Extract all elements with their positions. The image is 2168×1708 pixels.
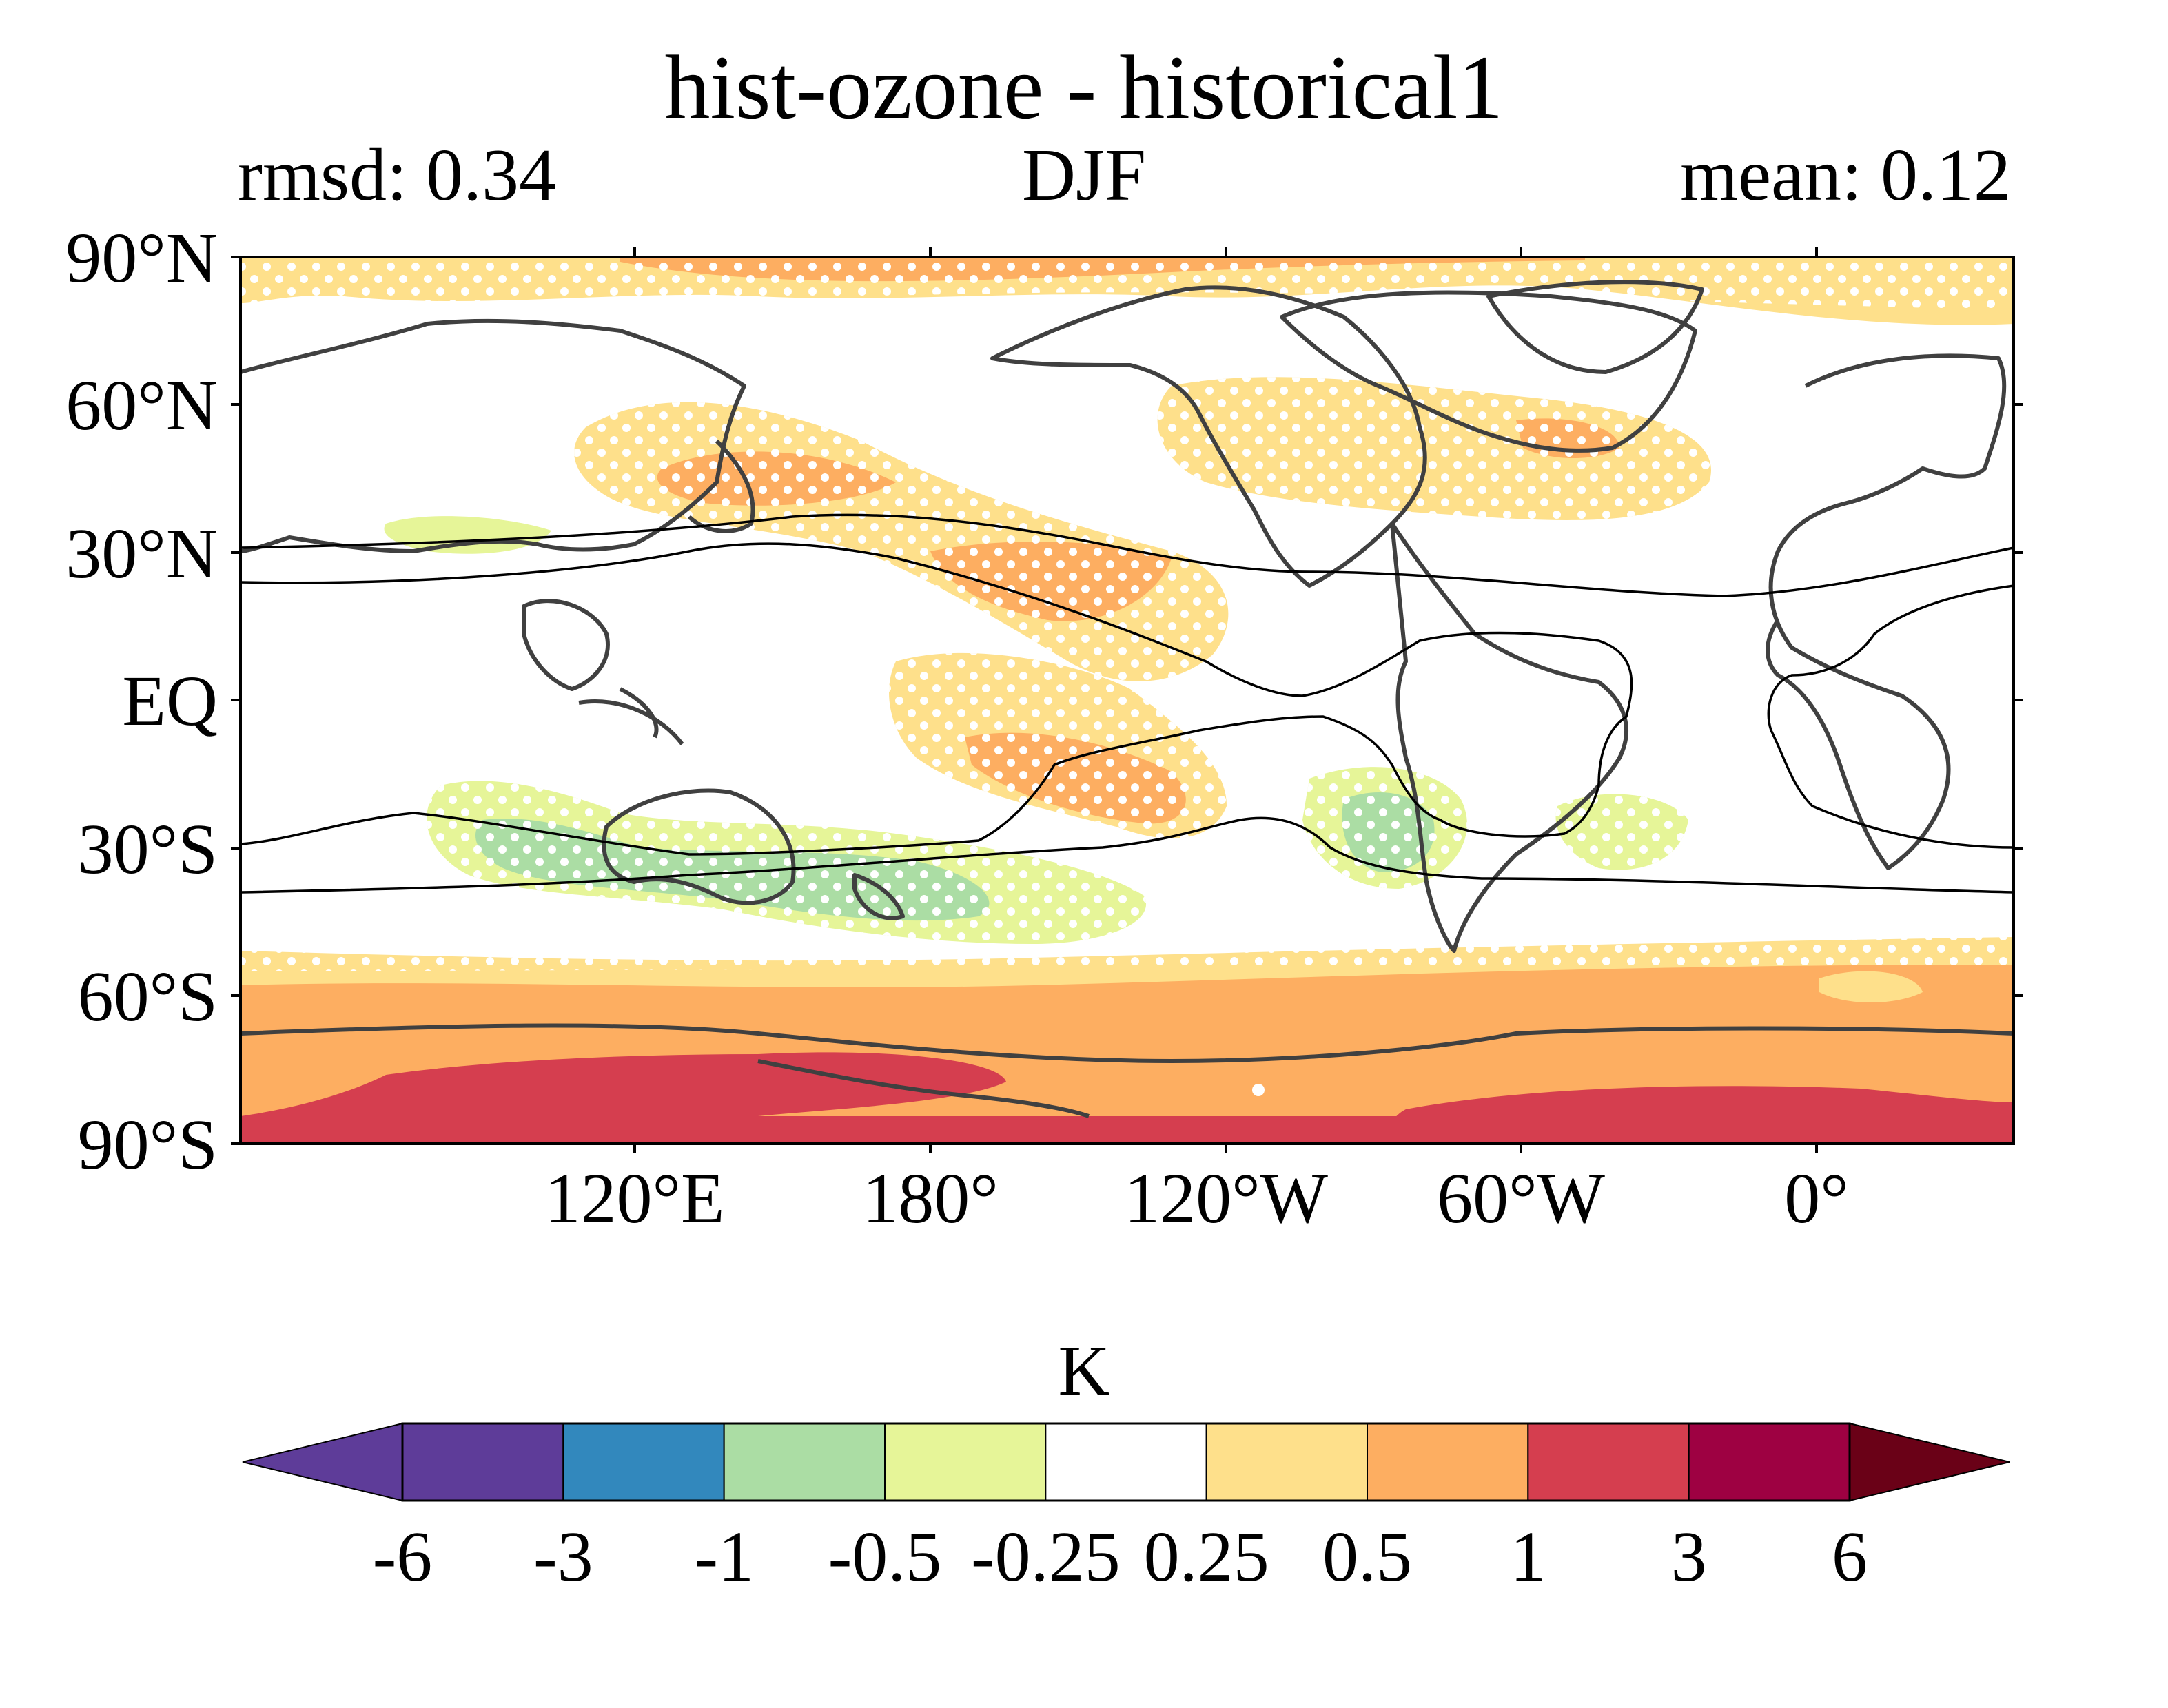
- colorbar: [242, 1422, 2010, 1502]
- colorbar-bin: [884, 1423, 1047, 1501]
- lat-label-eq: EQ: [122, 661, 218, 741]
- climatology-contours: [241, 513, 2014, 894]
- colorbar-bin: [1045, 1423, 1207, 1501]
- colorbar-tick-label: -0.5: [828, 1517, 942, 1596]
- colorbar-tick-label: -6: [372, 1517, 433, 1596]
- lon-label-120w: 120°W: [1124, 1159, 1328, 1238]
- lat-label-90n: 90°N: [65, 218, 218, 298]
- colorbar-extend-high: [1849, 1422, 2010, 1502]
- colorbar-bin: [562, 1423, 725, 1501]
- axis-ticks: [231, 247, 2023, 1153]
- map-field: [241, 257, 2014, 1144]
- colorbar-bin: [1688, 1423, 1851, 1501]
- colorbar-bin: [402, 1423, 564, 1501]
- lat-label-30s: 30°S: [77, 810, 218, 889]
- colorbar-tick-label: 1: [1510, 1517, 1546, 1596]
- lon-label-0: 0°: [1784, 1159, 1849, 1238]
- lat-label-60n: 60°N: [65, 366, 218, 445]
- coastlines: [241, 280, 2014, 1118]
- colorbar-bin: [723, 1423, 886, 1501]
- lon-label-180: 180°: [862, 1159, 999, 1238]
- colorbar-tick-label: -0.25: [971, 1517, 1121, 1596]
- lat-label-30n: 30°N: [65, 514, 218, 593]
- mean-label: mean: 0.12: [1680, 134, 2011, 216]
- season-label: DJF: [1021, 134, 1147, 216]
- lat-label-60s: 60°S: [77, 957, 218, 1036]
- colorbar-tick-label: 3: [1670, 1517, 1707, 1596]
- colorbar-tick-label: -1: [694, 1517, 754, 1596]
- significance-dot: [1252, 1084, 1265, 1096]
- colorbar-bin: [1527, 1423, 1690, 1501]
- rmsd-label: rmsd: 0.34: [238, 134, 557, 216]
- colorbar-tick-label: -3: [533, 1517, 593, 1596]
- lon-label-120e: 120°E: [544, 1159, 725, 1238]
- colorbar-extend-low: [242, 1422, 403, 1502]
- lat-label-90s: 90°S: [77, 1105, 218, 1184]
- colorbar-tick-label: 0.5: [1322, 1517, 1412, 1596]
- colorbar-bin: [1367, 1423, 1529, 1501]
- colorbar-tick-label: 0.25: [1143, 1517, 1269, 1596]
- figure-title: hist-ozone - historical1: [664, 37, 1504, 138]
- colorbar-tick-label: 6: [1832, 1517, 1868, 1596]
- colorbar-bin: [1205, 1423, 1368, 1501]
- lon-label-60w: 60°W: [1437, 1159, 1605, 1238]
- colorbar-title: K: [1058, 1331, 1110, 1410]
